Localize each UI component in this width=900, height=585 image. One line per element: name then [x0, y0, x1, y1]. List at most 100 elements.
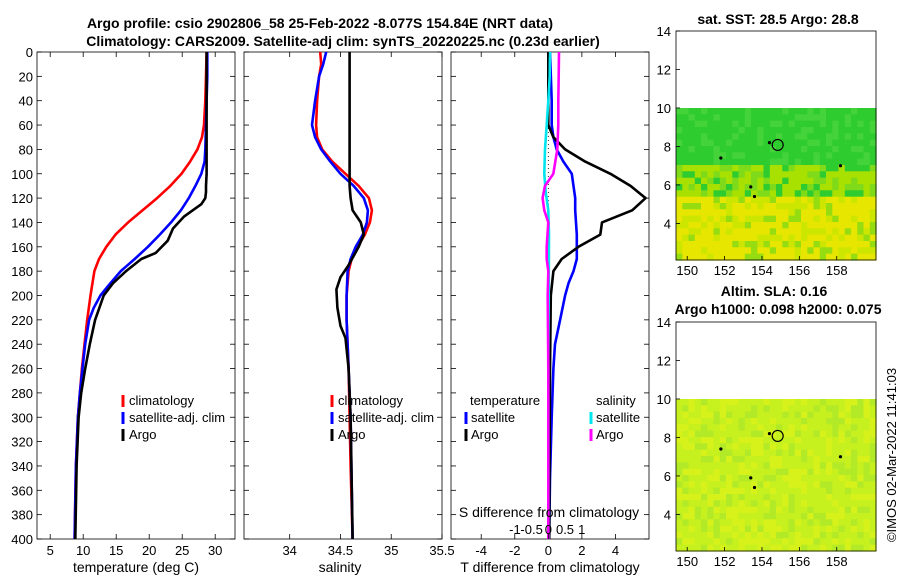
map-cell: [869, 481, 877, 489]
map-cell: [713, 228, 721, 236]
map-cell: [719, 411, 727, 419]
map-cell: [844, 253, 852, 261]
map-cell: [832, 114, 840, 122]
map-cell: [732, 411, 740, 419]
map-cell: [832, 228, 840, 236]
map-cell: [701, 133, 708, 141]
map-cell: [813, 538, 821, 546]
map-cell: [844, 222, 852, 229]
map-cell: [832, 165, 840, 172]
map-cell: [726, 443, 733, 451]
map-cell: [676, 418, 683, 425]
map-cell: [826, 513, 833, 520]
map-cell: [738, 241, 746, 248]
map-cell: [707, 177, 715, 185]
map-cell: [694, 418, 702, 425]
map-cell: [726, 152, 733, 160]
map-cell: [682, 456, 690, 463]
map-cell: [844, 506, 852, 514]
map-cell: [713, 424, 721, 432]
map-cell: [776, 405, 783, 413]
map-cell: [844, 203, 852, 210]
map-cell: [794, 506, 802, 514]
map-cell: [688, 532, 696, 539]
map-cell: [732, 500, 740, 508]
map-cell: [751, 184, 758, 191]
map-cell: [788, 437, 796, 444]
map-cell: [688, 234, 696, 242]
map-cell: [838, 538, 846, 546]
map-cell: [763, 190, 771, 198]
map-cell: [776, 500, 783, 508]
map-cell: [813, 475, 821, 482]
map-cell: [863, 209, 871, 217]
map-cell: [801, 449, 808, 457]
map-cell: [807, 127, 815, 134]
map-cell: [819, 538, 827, 546]
map-cell: [682, 443, 690, 451]
map-cell: [744, 120, 752, 128]
map-cell: [676, 405, 683, 413]
map-cell: [688, 184, 696, 191]
map-cell: [826, 222, 833, 229]
map-cell: [757, 171, 765, 179]
map-cell: [763, 152, 771, 160]
map-cell: [726, 475, 733, 482]
map-cell: [719, 424, 727, 432]
map-cell: [769, 228, 777, 236]
map-cell: [676, 532, 683, 539]
map-cell: [826, 449, 833, 457]
map-cell: [719, 538, 727, 546]
map-cell: [763, 532, 771, 539]
map-cell: [857, 449, 865, 457]
map-cell: [819, 437, 827, 444]
map-cell: [688, 114, 696, 122]
map-cell: [757, 108, 765, 115]
map-cell: [707, 108, 715, 115]
map-cell: [751, 165, 758, 172]
map-cell: [782, 253, 790, 261]
map-cell: [794, 146, 802, 153]
map-cell: [694, 462, 702, 470]
map-cell: [819, 411, 827, 419]
map-cell: [819, 133, 827, 141]
map-cell: [719, 171, 727, 179]
map-cell: [744, 247, 752, 255]
map-cell: [719, 443, 727, 451]
map-cell: [851, 411, 858, 419]
map-cell: [788, 424, 796, 432]
map-cell: [738, 462, 746, 470]
map-cell: [738, 184, 746, 191]
map-cell: [801, 437, 808, 444]
x-tick-label: 30: [208, 543, 222, 558]
map-cell: [788, 184, 796, 191]
map-cell: [676, 222, 683, 229]
map-cell: [707, 399, 715, 406]
map-cell: [807, 247, 815, 255]
map-cell: [713, 544, 721, 552]
map-cell: [844, 424, 852, 432]
map-cell: [757, 190, 765, 198]
map-cell: [794, 424, 802, 432]
map-cell: [719, 152, 727, 160]
map-cell: [757, 165, 765, 172]
map-cell: [757, 443, 765, 451]
map-cell: [819, 506, 827, 514]
map-cell: [857, 544, 865, 552]
map-cell: [782, 165, 790, 172]
map-cell: [719, 544, 727, 552]
map-cell: [763, 234, 771, 242]
map-cell: [844, 418, 852, 425]
map-cell: [676, 139, 683, 147]
map-cell: [769, 152, 777, 160]
map-cell: [726, 405, 733, 413]
map-cell: [763, 399, 771, 406]
map-cell: [832, 532, 840, 539]
x-tick-label: 4: [612, 543, 619, 558]
map-cell: [857, 139, 865, 147]
map-cell: [819, 500, 827, 508]
map-cell: [819, 399, 827, 406]
map-cell: [719, 500, 727, 508]
map-cell: [726, 449, 733, 457]
